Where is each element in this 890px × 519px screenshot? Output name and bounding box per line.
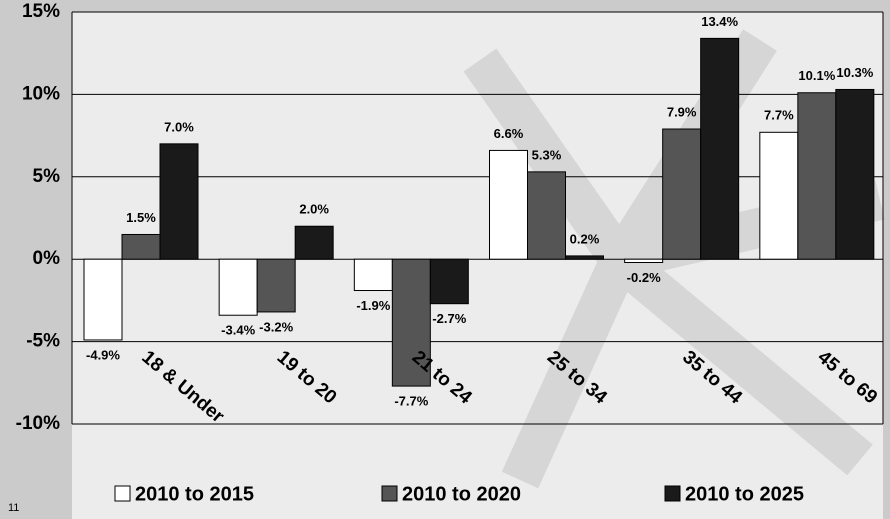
- value-label: 10.3%: [836, 65, 873, 80]
- value-label: -3.4%: [221, 323, 255, 338]
- bar: [565, 255, 604, 260]
- bar: [83, 258, 123, 341]
- value-label: 0.2%: [570, 231, 600, 246]
- legend-label: 2010 to 2020: [402, 483, 521, 505]
- y-tick-label: 15%: [22, 1, 60, 22]
- bar: [489, 149, 528, 260]
- bar: [662, 128, 702, 260]
- value-label: 7.0%: [164, 119, 194, 134]
- legend-label: 2010 to 2025: [685, 483, 804, 505]
- legend-label: 2010 to 2015: [135, 483, 254, 505]
- value-label: 5.3%: [532, 147, 562, 162]
- bar: [391, 258, 431, 387]
- bar: [835, 88, 875, 260]
- y-tick-label: 0%: [33, 248, 61, 269]
- legend-swatch: [664, 485, 681, 502]
- y-tick-label: 10%: [22, 83, 60, 104]
- bar: [121, 233, 161, 260]
- bar: [256, 258, 296, 313]
- bar: [353, 258, 393, 292]
- value-label: 13.4%: [701, 14, 738, 29]
- value-label: -4.9%: [86, 347, 120, 362]
- bar: [700, 37, 740, 260]
- value-label: 7.7%: [764, 108, 794, 123]
- bar: [624, 258, 664, 263]
- bar: [797, 92, 837, 260]
- value-label: 6.6%: [494, 126, 524, 141]
- value-label: -7.7%: [394, 394, 428, 409]
- legend-swatch: [114, 485, 131, 502]
- bar: [527, 171, 566, 260]
- y-tick-label: 5%: [33, 166, 61, 187]
- legend-swatch: [381, 485, 398, 502]
- bar: [294, 225, 334, 260]
- value-label: 2.0%: [299, 202, 329, 217]
- value-label: -3.2%: [259, 319, 293, 334]
- value-label: 1.5%: [126, 210, 156, 225]
- value-label: -1.9%: [356, 298, 390, 313]
- plot-background: [72, 12, 883, 519]
- value-label: -0.2%: [627, 270, 661, 285]
- value-label: 7.9%: [667, 104, 697, 119]
- bar: [759, 131, 799, 260]
- page-number: 11: [8, 502, 19, 514]
- value-label: 10.1%: [798, 68, 835, 83]
- y-tick-label: -5%: [26, 331, 60, 352]
- bar: [429, 258, 469, 305]
- y-tick-label: -10%: [16, 413, 60, 434]
- bar: [159, 143, 199, 260]
- bar: [218, 258, 258, 316]
- value-label: -2.7%: [432, 311, 466, 326]
